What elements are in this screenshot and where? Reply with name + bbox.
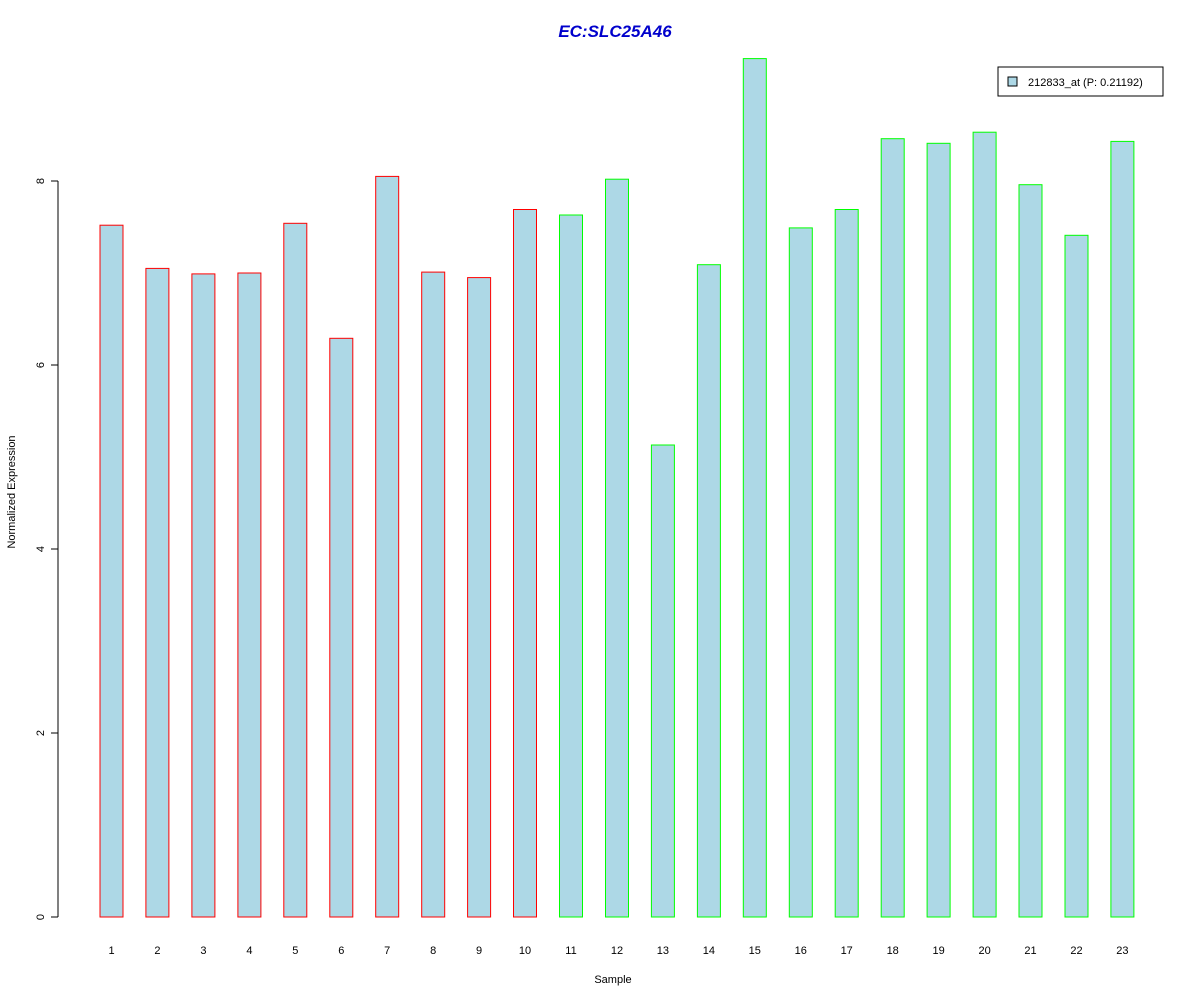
- x-tick-label: 10: [519, 945, 531, 957]
- x-tick-label: 17: [841, 945, 853, 957]
- x-tick-label: 3: [200, 945, 206, 957]
- x-tick-label: 9: [476, 945, 482, 957]
- x-tick-label: 23: [1116, 945, 1128, 957]
- x-tick-labels: 1 2 3 4 5 6 7 8 9 10 11 12 13 14 15 16 17 18 19 20 21 22 23: [108, 945, 1128, 957]
- x-tick-label: 22: [1070, 945, 1082, 957]
- bar: [191, 273, 216, 918]
- legend-box: [997, 66, 1164, 97]
- y-tick-label: 4: [35, 546, 47, 552]
- bar: [1018, 184, 1043, 918]
- x-tick-label: 14: [703, 945, 715, 957]
- bar: [605, 178, 629, 918]
- legend-label: 212833_at (P: 0.21192): [1028, 77, 1143, 89]
- bar: [145, 267, 170, 918]
- bar: [99, 224, 124, 918]
- bar: [788, 227, 813, 918]
- x-tick-label: 18: [887, 945, 899, 957]
- bar: [237, 272, 262, 918]
- bar: [972, 131, 997, 918]
- y-tick-label: 0: [35, 914, 47, 920]
- y-tick-label: 2: [35, 730, 47, 736]
- x-tick-label: 20: [978, 945, 990, 957]
- bar: [742, 58, 767, 918]
- bar: [329, 337, 354, 918]
- y-axis: 0 2 4 6 8: [35, 178, 59, 920]
- bar: [834, 209, 859, 918]
- bar: [926, 142, 951, 918]
- bar: [513, 209, 537, 918]
- x-tick-label: 2: [154, 945, 160, 957]
- x-tick-label: 6: [338, 945, 344, 957]
- x-tick-label: 16: [795, 945, 807, 957]
- x-tick-label: 1: [108, 945, 114, 957]
- bars: [99, 58, 1135, 918]
- y-tick-label: 6: [35, 362, 47, 368]
- x-tick-label: 12: [611, 945, 623, 957]
- y-axis-label: Normalized Expression: [6, 435, 18, 548]
- x-tick-label: 13: [657, 945, 669, 957]
- bar: [375, 175, 400, 918]
- bar: [880, 138, 905, 918]
- x-tick-label: 15: [749, 945, 761, 957]
- bar: [650, 444, 675, 918]
- x-tick-label: 5: [292, 945, 298, 957]
- x-tick-label: 8: [430, 945, 436, 957]
- bar: [696, 264, 721, 918]
- legend: 212833_at (P: 0.21192): [997, 66, 1164, 97]
- bar: [1064, 234, 1089, 918]
- bar: [467, 277, 492, 918]
- x-tick-label: 7: [384, 945, 390, 957]
- bar: [559, 214, 583, 918]
- y-tick-label: 8: [35, 178, 47, 184]
- bar: [421, 271, 446, 918]
- bar: [1110, 140, 1135, 918]
- bar: [283, 222, 308, 918]
- x-tick-label: 4: [246, 945, 252, 957]
- chart-title: EC:SLC25A46: [558, 22, 672, 41]
- x-axis-label: Sample: [594, 974, 631, 986]
- x-tick-label: 11: [565, 945, 576, 957]
- x-tick-label: 19: [932, 945, 944, 957]
- legend-swatch: [1007, 76, 1018, 87]
- x-tick-label: 21: [1024, 945, 1036, 957]
